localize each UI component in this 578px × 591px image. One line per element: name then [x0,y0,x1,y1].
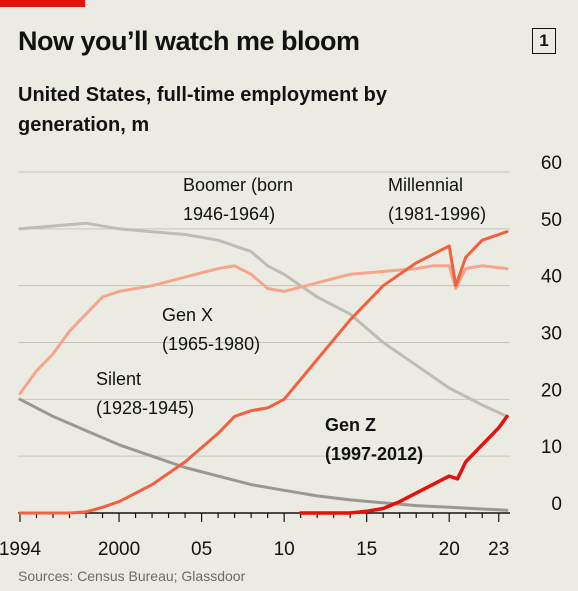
x-tick-label: 23 [488,539,509,560]
chart-number-badge: 1 [532,28,556,54]
x-tick-label: 2000 [98,539,140,560]
y-tick-label: 30 [541,324,562,345]
series-label-boomer: 1946-1964) [183,204,275,224]
chart-title: Now you’ll watch me bloom [18,26,360,56]
series-line-boomer [18,221,509,418]
y-tick-label: 60 [541,153,562,174]
series-line-silent [18,397,509,512]
y-tick-label: 50 [541,210,562,231]
series-label-gen-z: (1997-2012) [325,444,423,464]
y-tick-label: 10 [541,437,562,458]
series-label-silent: Silent [96,369,141,389]
x-tick-label: 15 [356,539,377,560]
brand-red-tab [0,0,85,7]
series-line-gen-z [298,414,509,515]
x-tick-label: 05 [191,539,212,560]
y-tick-label: 40 [541,267,562,288]
series-label-millennial: (1981-1996) [388,204,486,224]
x-tick-label: 20 [439,539,460,560]
series-line-gen-x [18,264,509,396]
x-tick-label: 10 [274,539,295,560]
series-label-gen-x: Gen X [162,305,213,325]
y-tick-label: 0 [551,494,562,515]
x-tick-label: 1994 [0,539,42,560]
series-label-boomer: Boomer (born [183,175,293,195]
series-label-gen-x: (1965-1980) [162,334,260,354]
series-label-silent: (1928-1945) [96,398,194,418]
series-label-gen-z: Gen Z [325,415,376,435]
chart-subtitle: United States, full-time employment by g… [18,84,387,136]
source-note: Sources: Census Bureau; Glassdoor [18,568,246,584]
series-line-millennial [18,230,509,515]
y-tick-label: 20 [541,380,562,401]
series-label-millennial: Millennial [388,175,463,195]
